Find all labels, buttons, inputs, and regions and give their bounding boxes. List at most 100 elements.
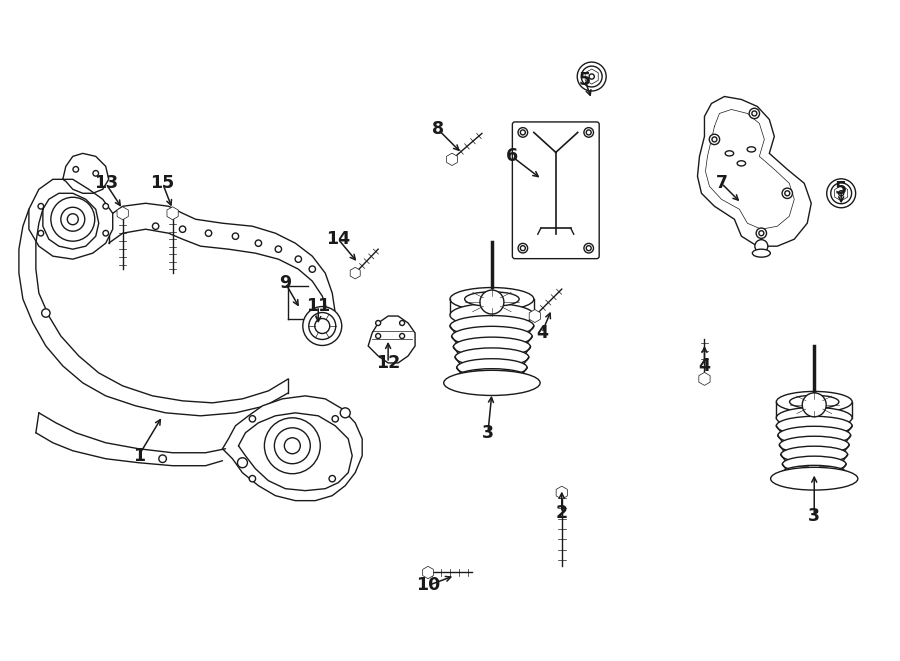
- Circle shape: [400, 321, 405, 325]
- Circle shape: [581, 66, 602, 87]
- Circle shape: [785, 191, 790, 196]
- Text: 5: 5: [579, 71, 590, 89]
- Polygon shape: [29, 179, 112, 259]
- Circle shape: [61, 208, 85, 231]
- Polygon shape: [585, 69, 598, 84]
- Polygon shape: [698, 97, 811, 246]
- Circle shape: [295, 256, 302, 262]
- Circle shape: [274, 428, 310, 464]
- Polygon shape: [834, 186, 848, 201]
- Polygon shape: [529, 309, 540, 323]
- Circle shape: [839, 190, 844, 196]
- Text: 4: 4: [698, 357, 710, 375]
- Circle shape: [41, 309, 50, 317]
- Ellipse shape: [781, 446, 848, 463]
- FancyBboxPatch shape: [512, 122, 599, 258]
- Circle shape: [93, 171, 98, 176]
- Text: 13: 13: [94, 175, 118, 192]
- Text: 5: 5: [835, 180, 847, 198]
- Text: 15: 15: [150, 175, 175, 192]
- Polygon shape: [117, 207, 129, 219]
- Ellipse shape: [779, 436, 849, 453]
- Circle shape: [782, 188, 793, 198]
- Circle shape: [329, 475, 336, 482]
- Ellipse shape: [752, 249, 770, 257]
- Polygon shape: [446, 153, 457, 165]
- Text: 11: 11: [306, 297, 330, 315]
- Ellipse shape: [450, 315, 534, 336]
- Circle shape: [256, 240, 262, 247]
- Circle shape: [103, 204, 109, 209]
- Circle shape: [309, 313, 336, 340]
- Circle shape: [827, 179, 856, 208]
- Ellipse shape: [452, 327, 532, 346]
- Polygon shape: [350, 267, 360, 279]
- Ellipse shape: [450, 303, 534, 327]
- Circle shape: [480, 290, 504, 314]
- Circle shape: [375, 321, 381, 325]
- Ellipse shape: [456, 359, 527, 376]
- Ellipse shape: [725, 151, 734, 156]
- Circle shape: [586, 246, 591, 251]
- Ellipse shape: [444, 370, 540, 395]
- Circle shape: [265, 418, 320, 474]
- Circle shape: [586, 130, 591, 135]
- Ellipse shape: [782, 456, 846, 472]
- Ellipse shape: [464, 292, 519, 307]
- Circle shape: [340, 408, 350, 418]
- Polygon shape: [167, 207, 178, 219]
- Polygon shape: [698, 372, 710, 385]
- Circle shape: [759, 231, 764, 236]
- Ellipse shape: [777, 407, 852, 428]
- Circle shape: [752, 111, 757, 116]
- Circle shape: [249, 475, 256, 482]
- Ellipse shape: [455, 348, 529, 366]
- Circle shape: [249, 416, 256, 422]
- Text: 9: 9: [279, 274, 292, 292]
- Circle shape: [584, 243, 593, 253]
- Polygon shape: [368, 316, 415, 363]
- Circle shape: [518, 243, 527, 253]
- Ellipse shape: [789, 395, 839, 408]
- Circle shape: [520, 130, 526, 135]
- Circle shape: [400, 334, 405, 338]
- Circle shape: [302, 307, 342, 346]
- Text: 3: 3: [482, 424, 494, 442]
- Circle shape: [315, 319, 329, 334]
- Circle shape: [38, 231, 44, 236]
- Circle shape: [709, 134, 720, 145]
- Ellipse shape: [450, 288, 534, 311]
- Circle shape: [284, 438, 301, 453]
- Circle shape: [518, 128, 527, 137]
- Circle shape: [50, 197, 94, 241]
- Circle shape: [831, 183, 851, 204]
- Circle shape: [68, 214, 78, 225]
- Circle shape: [309, 266, 316, 272]
- Circle shape: [756, 228, 767, 239]
- Circle shape: [755, 240, 768, 253]
- Circle shape: [577, 62, 607, 91]
- Circle shape: [179, 226, 185, 233]
- Circle shape: [158, 455, 166, 463]
- Ellipse shape: [781, 465, 848, 482]
- Circle shape: [238, 457, 248, 468]
- Text: 12: 12: [376, 354, 400, 372]
- Text: 3: 3: [808, 506, 820, 525]
- Ellipse shape: [778, 426, 850, 444]
- Circle shape: [590, 74, 594, 79]
- Circle shape: [584, 128, 593, 137]
- Circle shape: [712, 137, 717, 142]
- Text: 2: 2: [555, 504, 568, 522]
- Ellipse shape: [777, 416, 852, 436]
- Circle shape: [152, 223, 158, 229]
- Circle shape: [205, 230, 212, 237]
- Text: 1: 1: [132, 447, 145, 465]
- Ellipse shape: [747, 147, 756, 152]
- Text: 14: 14: [326, 230, 350, 248]
- Circle shape: [520, 246, 526, 251]
- Text: 4: 4: [536, 324, 548, 342]
- Circle shape: [103, 231, 109, 236]
- Circle shape: [332, 416, 338, 422]
- Ellipse shape: [454, 337, 530, 356]
- Circle shape: [38, 204, 44, 209]
